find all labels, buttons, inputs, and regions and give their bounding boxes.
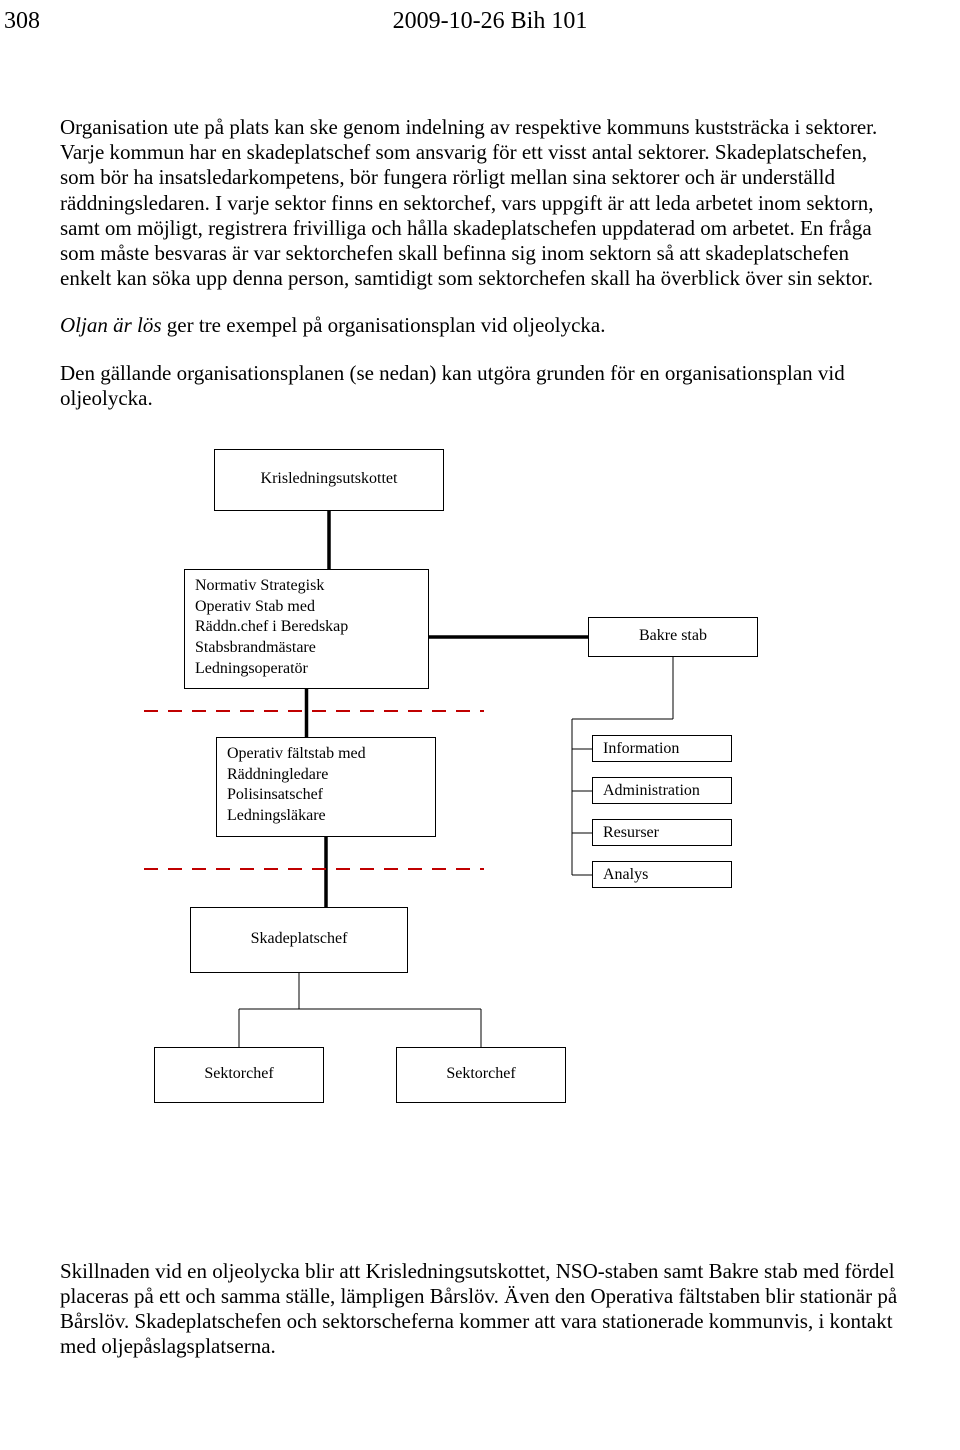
node-information: Information xyxy=(592,735,732,762)
paragraph-3: Den gällande organisationsplanen (se ned… xyxy=(60,361,900,411)
page-number: 308 xyxy=(4,8,40,35)
footer-paragraph: Skillnaden vid en oljeolycka blir att Kr… xyxy=(0,1259,960,1400)
node-sektorchef-2: Sektorchef xyxy=(396,1047,566,1103)
footer-text: Skillnaden vid en oljeolycka blir att Kr… xyxy=(60,1259,900,1360)
node-krisledningsutskottet: Krisledningsutskottet xyxy=(214,449,444,511)
node-bakre-stab: Bakre stab xyxy=(588,617,758,657)
node-analys: Analys xyxy=(592,861,732,888)
node-sektorchef-1: Sektorchef xyxy=(154,1047,324,1103)
page-header: 308 2009-10-26 Bih 101 xyxy=(0,0,960,35)
node-skadeplatschef: Skadeplatschef xyxy=(190,907,408,973)
node-normativ-stab: Normativ Strategisk Operativ Stab med Rä… xyxy=(184,569,429,689)
paragraph-2: Oljan är lös ger tre exempel på organisa… xyxy=(60,313,900,338)
node-administration: Administration xyxy=(592,777,732,804)
body-text: Organisation ute på plats kan ske genom … xyxy=(0,35,960,1139)
header-date-ref: 2009-10-26 Bih 101 xyxy=(40,8,900,35)
org-diagram: Krisledningsutskottet Normativ Strategisk… xyxy=(124,449,884,1139)
italic-phrase: Oljan är lös xyxy=(60,313,162,337)
node-resurser: Resurser xyxy=(592,819,732,846)
node-operativ-faltstab: Operativ fältstab med Räddningledare Pol… xyxy=(216,737,436,837)
paragraph-1: Organisation ute på plats kan ske genom … xyxy=(60,115,900,291)
paragraph-2-rest: ger tre exempel på organisationsplan vid… xyxy=(162,313,606,337)
